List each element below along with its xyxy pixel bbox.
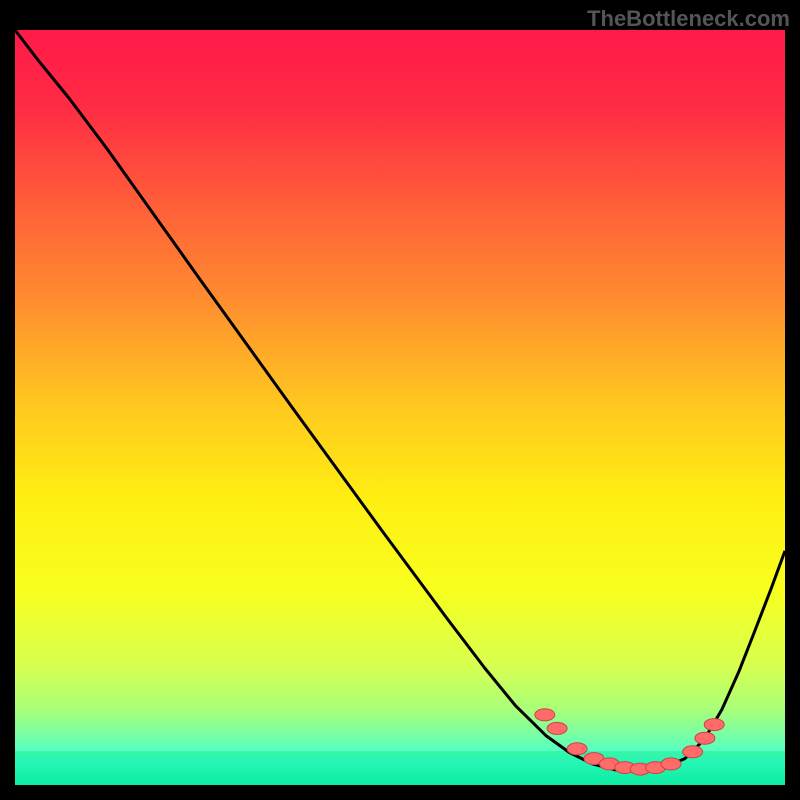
data-marker bbox=[704, 719, 724, 731]
data-marker bbox=[567, 743, 587, 755]
chart-container: TheBottleneck.com bbox=[0, 0, 800, 800]
data-marker bbox=[695, 732, 715, 744]
data-marker bbox=[683, 746, 703, 758]
data-marker bbox=[535, 709, 555, 721]
data-marker bbox=[547, 722, 567, 734]
data-marker bbox=[661, 758, 681, 770]
gradient-background bbox=[15, 30, 785, 785]
bottleneck-chart bbox=[0, 0, 800, 800]
watermark-text: TheBottleneck.com bbox=[587, 6, 790, 32]
